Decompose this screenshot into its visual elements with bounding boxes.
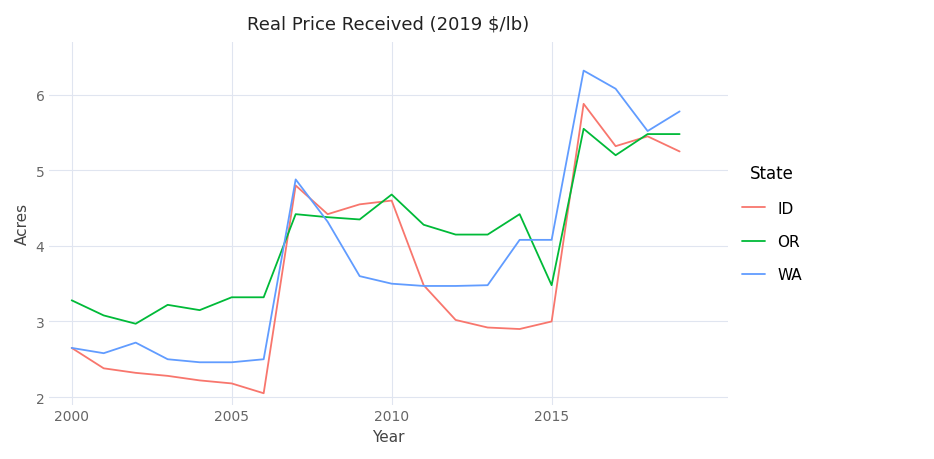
- OR: [322, 215, 333, 220]
- WA: [418, 284, 430, 289]
- OR: [386, 192, 397, 198]
- WA: [674, 109, 686, 115]
- ID: [130, 370, 141, 376]
- OR: [66, 298, 78, 303]
- ID: [642, 134, 653, 140]
- ID: [418, 283, 430, 288]
- Y-axis label: Acres: Acres: [15, 203, 30, 245]
- ID: [66, 346, 78, 351]
- WA: [98, 351, 109, 356]
- WA: [578, 69, 589, 74]
- ID: [290, 183, 302, 189]
- OR: [194, 308, 205, 313]
- X-axis label: Year: Year: [373, 429, 404, 444]
- ID: [354, 202, 365, 207]
- Line: ID: ID: [72, 105, 680, 393]
- OR: [258, 295, 269, 300]
- ID: [514, 326, 525, 332]
- Line: OR: OR: [72, 129, 680, 324]
- WA: [450, 284, 461, 289]
- OR: [418, 223, 430, 228]
- WA: [322, 219, 333, 225]
- WA: [194, 360, 205, 365]
- OR: [642, 132, 653, 138]
- Legend: ID, OR, WA: ID, OR, WA: [742, 165, 801, 283]
- OR: [290, 212, 302, 218]
- Line: WA: WA: [72, 72, 680, 363]
- OR: [610, 153, 621, 159]
- OR: [578, 127, 589, 132]
- OR: [98, 313, 109, 319]
- ID: [98, 366, 109, 371]
- OR: [514, 212, 525, 218]
- WA: [642, 129, 653, 134]
- ID: [226, 381, 237, 386]
- OR: [546, 283, 558, 288]
- ID: [163, 373, 174, 379]
- WA: [130, 340, 141, 346]
- OR: [163, 302, 174, 308]
- ID: [674, 149, 686, 155]
- WA: [482, 283, 493, 288]
- OR: [482, 232, 493, 238]
- Title: Real Price Received (2019 $/lb): Real Price Received (2019 $/lb): [248, 15, 530, 33]
- WA: [546, 238, 558, 243]
- OR: [354, 217, 365, 223]
- ID: [258, 391, 269, 396]
- OR: [674, 132, 686, 138]
- ID: [482, 325, 493, 330]
- WA: [163, 357, 174, 362]
- ID: [386, 198, 397, 204]
- WA: [226, 360, 237, 365]
- ID: [578, 102, 589, 107]
- OR: [226, 295, 237, 300]
- ID: [546, 319, 558, 325]
- ID: [322, 212, 333, 218]
- OR: [450, 232, 461, 238]
- WA: [354, 274, 365, 279]
- ID: [610, 144, 621, 150]
- ID: [450, 318, 461, 323]
- OR: [130, 321, 141, 327]
- WA: [66, 346, 78, 351]
- WA: [258, 357, 269, 362]
- WA: [514, 238, 525, 243]
- WA: [610, 87, 621, 92]
- WA: [386, 281, 397, 287]
- ID: [194, 378, 205, 383]
- WA: [290, 177, 302, 183]
